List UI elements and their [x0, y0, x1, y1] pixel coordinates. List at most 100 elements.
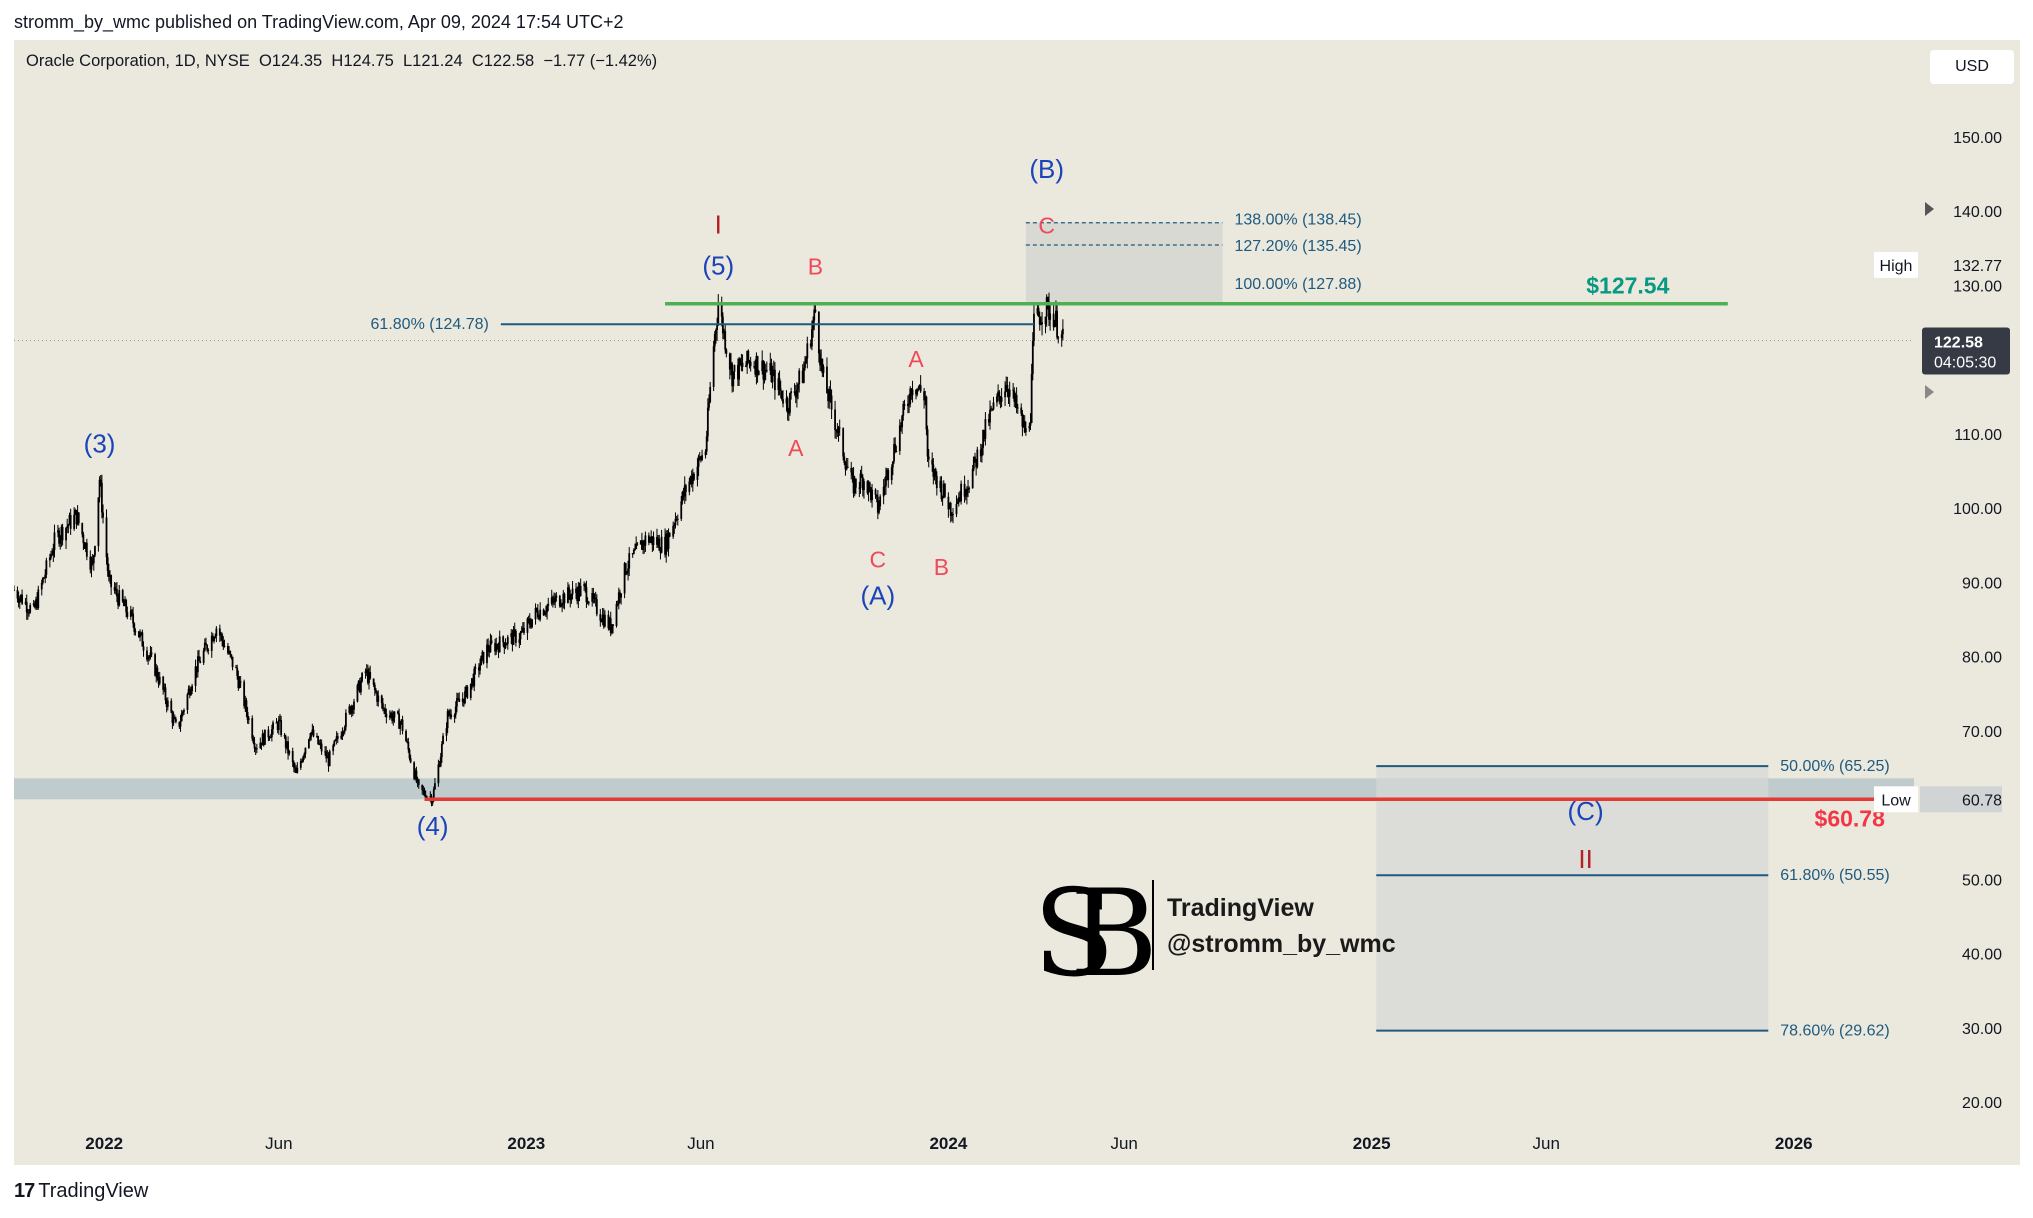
candle-body [745, 365, 747, 367]
candle-body [965, 488, 968, 496]
candle-body [270, 729, 273, 738]
candle-body [944, 483, 946, 497]
candle-body [350, 706, 353, 714]
candle-body [519, 632, 522, 640]
current-price-countdown: 04:05:30 [1934, 355, 1996, 372]
candle-body [587, 601, 590, 604]
candle-body [925, 396, 928, 430]
x-tick-label: 2022 [85, 1134, 123, 1153]
candle-body [1044, 316, 1047, 325]
candle-body [636, 543, 639, 545]
candle-body [673, 524, 676, 526]
candle-body [502, 636, 505, 643]
candle-body [664, 536, 666, 555]
candle-body [809, 343, 812, 347]
candle-body [668, 532, 671, 537]
candle-body [473, 668, 476, 687]
candle-body [366, 669, 369, 683]
candle-body [971, 468, 974, 489]
candle-body [295, 768, 298, 773]
candle-body [836, 430, 839, 433]
candle-body [421, 784, 424, 790]
candle-body [373, 684, 376, 691]
candle-body [895, 450, 898, 452]
candle-body [693, 473, 695, 480]
candle-body [122, 601, 125, 607]
candle-body [1029, 422, 1032, 426]
candle-body [102, 512, 104, 518]
candle-body [909, 388, 912, 405]
candle-body [771, 371, 774, 383]
candle-body [67, 524, 70, 527]
fib-lower-box [1376, 766, 1769, 1031]
candle-body [252, 738, 255, 743]
candle-body [17, 598, 20, 603]
candle-body [585, 587, 588, 603]
current-price-value: 122.58 [1934, 335, 1983, 352]
candle-body [413, 762, 416, 779]
candle-body [261, 733, 264, 746]
candle-body [36, 599, 39, 609]
candle-body [1033, 313, 1035, 341]
candle-body [221, 634, 224, 641]
candle-body [1015, 395, 1018, 409]
candle-body [156, 667, 159, 679]
candle-body [941, 495, 944, 499]
candle-body [708, 402, 710, 408]
candle-body [999, 396, 1002, 402]
price-chart[interactable]: 138.00% (138.45) 127.20% (135.45) 100.00% … [14, 40, 2020, 1165]
candle-body [68, 514, 71, 525]
candle-body [974, 456, 976, 460]
candle-body [477, 667, 480, 671]
candle-body [97, 497, 100, 547]
published-text: stromm_by_wmc published on TradingView.c… [14, 12, 624, 32]
y-tick-label: 150.00 [1953, 130, 2002, 147]
candle-body [142, 646, 145, 651]
candle-body [942, 483, 945, 496]
candle-body [1053, 321, 1056, 328]
fib-level-label: 78.60% (29.62) [1780, 1023, 1889, 1040]
candle-body [972, 456, 975, 469]
candle-body [178, 721, 181, 727]
candle-body [656, 536, 658, 545]
candle-body [806, 343, 809, 359]
candle-body [74, 510, 77, 515]
candle-body [495, 644, 498, 652]
candle-body [512, 629, 515, 645]
candle-body [358, 680, 361, 693]
candle-body [837, 427, 840, 433]
candle-body [843, 456, 846, 464]
candle-body [60, 526, 63, 539]
candle-body [73, 514, 76, 529]
candle-body [528, 619, 531, 625]
candle-body [287, 741, 289, 754]
candle-body [340, 735, 343, 739]
candle-body [28, 612, 30, 614]
candle-body [255, 748, 258, 750]
candle-body [802, 367, 805, 383]
candle-body [700, 457, 702, 460]
candle-body [1012, 389, 1015, 391]
candle-body [623, 563, 626, 594]
chart-area[interactable]: 138.00% (138.45) 127.20% (135.45) 100.00% … [14, 40, 2020, 1165]
currency-button[interactable]: USD [1930, 50, 2014, 84]
candle-body [141, 632, 144, 647]
candle-body [437, 764, 440, 784]
candle-body [960, 483, 963, 502]
tradingview-logo[interactable]: 17 TradingView [14, 1180, 148, 1203]
candle-body [423, 790, 426, 796]
candle-body [934, 469, 937, 476]
candle-body [1049, 313, 1052, 320]
candle-body [228, 651, 230, 654]
candle-body [202, 650, 205, 663]
candle-body [409, 758, 412, 763]
candle-body [438, 764, 441, 767]
candle-body [296, 767, 299, 773]
candle-body [21, 594, 23, 604]
candle-body [829, 389, 832, 396]
candle-body [949, 502, 952, 516]
candle-body [235, 667, 237, 669]
candle-body [26, 612, 29, 614]
candle-body [205, 642, 207, 645]
candle-body [658, 538, 661, 551]
